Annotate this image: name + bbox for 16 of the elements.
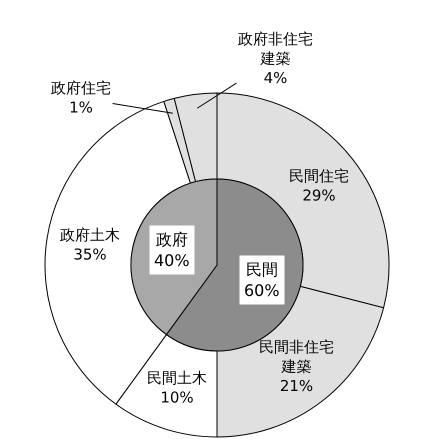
data-label: 21% [280,377,314,395]
slice-label: 政府土木 [60,226,120,244]
slice-label: 民間住宅 [289,167,349,185]
data-label: 29% [302,186,336,204]
data-label: 10% [160,388,194,406]
slice-label: 政府非住宅建築 [238,30,313,68]
slice-label: 民間 [246,260,278,279]
data-label: 60% [244,280,280,300]
slice-label: 民間非住宅建築 [259,338,334,376]
slice-label: 政府 [156,230,188,249]
slice-label: 民間土木 [147,369,207,387]
data-label: 4% [264,69,288,87]
data-label: 1% [69,98,93,116]
data-label: 35% [73,246,107,264]
slice-label: 政府住宅 [51,79,111,97]
data-label: 40% [154,250,190,270]
